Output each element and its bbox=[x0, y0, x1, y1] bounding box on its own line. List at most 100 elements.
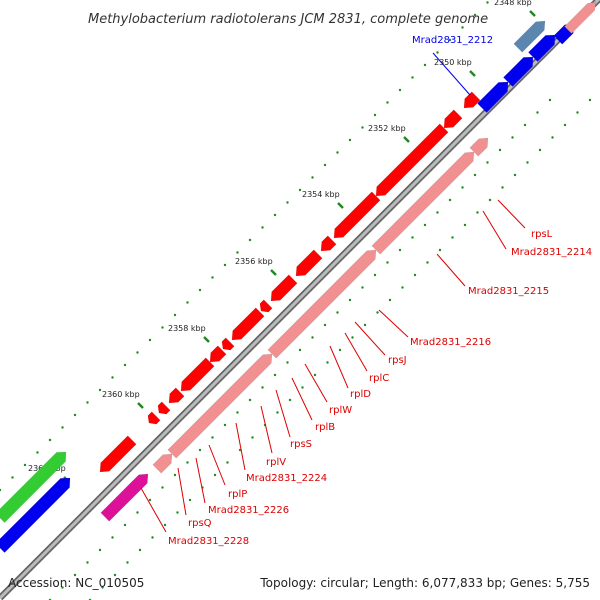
track-dot bbox=[513, 173, 517, 177]
scale-tick-label: 2360 kbp bbox=[102, 390, 140, 399]
rna-gene bbox=[100, 473, 149, 522]
track-dot bbox=[161, 486, 164, 489]
track-dot bbox=[223, 263, 227, 267]
scale-tick-mark bbox=[403, 136, 410, 143]
track-dot bbox=[151, 536, 154, 539]
gene-label-text: rplD bbox=[350, 389, 371, 400]
scale-tick-label: 2356 kbp bbox=[235, 257, 273, 266]
track-dot bbox=[363, 323, 367, 327]
topology-text: Topology: circular; Length: 6,077,833 bp… bbox=[260, 576, 590, 590]
track-dot bbox=[548, 98, 552, 102]
track-dot bbox=[398, 88, 402, 92]
track-dot bbox=[348, 298, 352, 302]
track-dot bbox=[336, 151, 339, 154]
track-dot bbox=[436, 211, 439, 214]
track-dot bbox=[461, 186, 464, 189]
track-dot bbox=[113, 573, 117, 577]
label-leader-line bbox=[235, 422, 246, 471]
label-leader-lines bbox=[140, 52, 526, 533]
track-dot bbox=[73, 413, 77, 417]
track-dot bbox=[536, 111, 539, 114]
gene-label-text: rpsL bbox=[531, 229, 553, 240]
track-dot bbox=[373, 113, 377, 117]
scale-tick-label: 2358 kbp bbox=[168, 324, 206, 333]
track-dot bbox=[213, 473, 217, 477]
track-dot bbox=[476, 211, 479, 214]
track-dot bbox=[288, 398, 292, 402]
minus-strand-gene bbox=[152, 453, 173, 474]
track-dot bbox=[251, 436, 254, 439]
gene-label-text: rplP bbox=[228, 489, 247, 500]
track-dot bbox=[538, 148, 542, 152]
track-dot bbox=[173, 313, 177, 317]
track-dot bbox=[423, 223, 427, 227]
track-dot bbox=[313, 373, 317, 377]
track-dot bbox=[123, 363, 127, 367]
track-dot bbox=[411, 76, 414, 79]
track-dot bbox=[438, 248, 442, 252]
track-dot bbox=[398, 248, 402, 252]
label-leader-line bbox=[140, 487, 167, 533]
track-dot bbox=[61, 426, 64, 429]
track-dot bbox=[186, 301, 189, 304]
label-leader-line bbox=[195, 457, 206, 504]
track-dot bbox=[338, 348, 342, 352]
track-dot bbox=[138, 548, 142, 552]
plus-strand-gene bbox=[295, 249, 323, 277]
label-leader-line bbox=[432, 52, 471, 96]
plus-strand-gene bbox=[168, 387, 185, 404]
track-dot bbox=[361, 286, 364, 289]
scale-tick-mark bbox=[337, 202, 344, 209]
plus-strand-gene bbox=[221, 337, 235, 351]
minus-strand-gene bbox=[267, 249, 377, 359]
track-dot bbox=[588, 98, 592, 102]
track-dot bbox=[486, 161, 489, 164]
blue-gene-upper-c bbox=[528, 34, 556, 62]
track-dot bbox=[236, 411, 239, 414]
track-dot bbox=[123, 523, 127, 527]
track-dot bbox=[23, 463, 27, 467]
track-dot bbox=[448, 38, 452, 42]
scale-tick-mark bbox=[469, 70, 476, 77]
scale-tick-mark bbox=[270, 269, 277, 276]
plus-strand-gene bbox=[209, 345, 227, 363]
plus-strand-gene bbox=[443, 109, 463, 129]
track-dot bbox=[488, 198, 492, 202]
track-dot bbox=[448, 198, 452, 202]
track-dot bbox=[551, 136, 554, 139]
track-dot bbox=[501, 186, 504, 189]
track-dot bbox=[126, 561, 129, 564]
track-dot bbox=[0, 488, 2, 492]
track-dot bbox=[526, 161, 529, 164]
scale-tick-mark bbox=[137, 402, 144, 409]
track-dot bbox=[198, 448, 202, 452]
gene-label-text: Mrad2831_2212 bbox=[412, 35, 493, 46]
blue-gene-lower bbox=[0, 477, 71, 553]
blue-gene-upper-a bbox=[477, 81, 509, 113]
track-dot bbox=[298, 188, 302, 192]
track-dot bbox=[261, 386, 264, 389]
accession-text: Accession: NC_010505 bbox=[8, 576, 145, 590]
track-dot bbox=[223, 423, 227, 427]
scale-tick-label: 2350 kbp bbox=[434, 58, 472, 67]
plus-strand-gene bbox=[231, 307, 265, 341]
track-dot bbox=[36, 451, 39, 454]
track-dot bbox=[98, 388, 102, 392]
track-dot bbox=[276, 411, 279, 414]
track-dot bbox=[523, 123, 527, 127]
gene-label-text: Mrad2831_2224 bbox=[246, 473, 327, 484]
track-dot bbox=[73, 573, 77, 577]
track-dot bbox=[261, 226, 264, 229]
gene-label-text: rplV bbox=[266, 457, 286, 468]
track-dot bbox=[376, 311, 379, 314]
gene-label-text: Mrad2831_2226 bbox=[208, 505, 289, 516]
blue-gene-upper-b bbox=[503, 56, 534, 87]
track-dot bbox=[248, 398, 252, 402]
track-dot bbox=[311, 336, 314, 339]
track-dot bbox=[286, 361, 289, 364]
minus-strand-gene bbox=[469, 137, 489, 157]
